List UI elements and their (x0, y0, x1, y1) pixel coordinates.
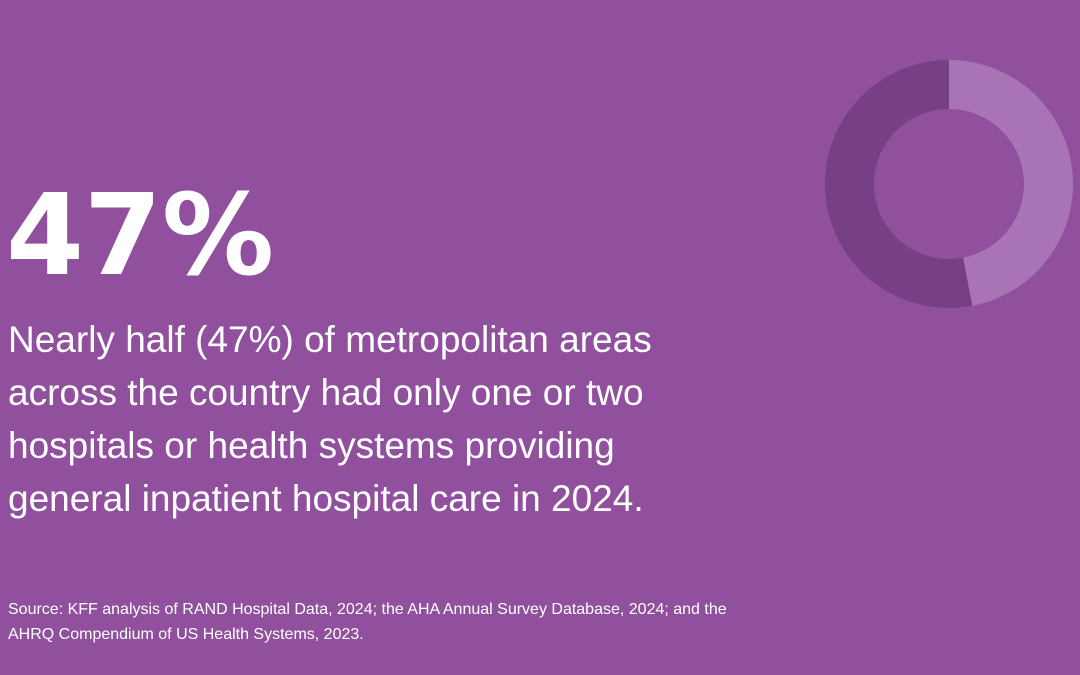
source-line: Source: KFF analysis of RAND Hospital Da… (8, 601, 727, 618)
donut-segment (824, 60, 973, 309)
description-line: across the country had only one or two (8, 372, 644, 413)
description-line: Nearly half (47%) of metropolitan areas (8, 319, 652, 360)
description-line: general inpatient hospital care in 2024. (8, 478, 644, 519)
source-line: AHRQ Compendium of US Health Systems, 20… (8, 626, 364, 643)
headline: 47% (6, 171, 274, 301)
description-line: hospitals or health systems providing (8, 425, 615, 466)
donut-segment (949, 60, 1074, 306)
